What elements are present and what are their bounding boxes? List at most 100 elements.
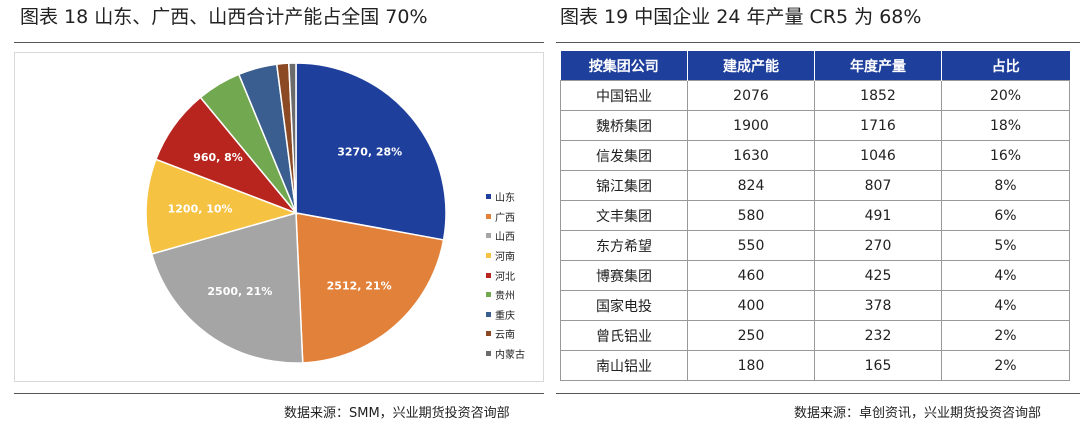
pie-data-label: 2500, 21%	[207, 285, 272, 298]
legend-swatch	[486, 331, 491, 337]
table-row: 魏桥集团 1900 1716 18%	[560, 110, 1070, 141]
pie-slice-2	[295, 212, 445, 364]
table-cell: 425	[814, 260, 942, 291]
right-bottom-rule	[556, 393, 1080, 394]
table-cell: 信发集团	[560, 140, 688, 171]
pie-chart: 3270, 28% 2512, 21% 2500, 21% 1200, 10% 960,…	[145, 62, 447, 364]
table-cell: 1852	[814, 80, 942, 111]
legend-swatch	[486, 194, 491, 200]
pie-data-label: 3270, 28%	[337, 146, 402, 159]
pie-legend: 山东广西山西河南河北贵州重庆云南内蒙古	[486, 187, 525, 363]
legend-swatch	[486, 213, 491, 219]
table-row: 曾氏铝业 250 232 2%	[560, 320, 1070, 351]
table-row: 国家电投 400 378 4%	[560, 290, 1070, 321]
table-cell: 南山铝业	[560, 350, 688, 381]
legend-item: 山东	[486, 187, 525, 207]
table-header-cell: 按集团公司	[560, 51, 688, 81]
table-cell: 国家电投	[560, 290, 688, 321]
pie-slice-1	[295, 62, 447, 241]
legend-swatch	[486, 351, 491, 357]
table-cell: 270	[814, 230, 942, 261]
pie-data-label: 2512, 21%	[327, 279, 392, 292]
table-header-cell: 占比	[941, 51, 1070, 81]
table-cell: 博赛集团	[560, 260, 688, 291]
legend-label: 山东	[495, 193, 515, 205]
table-header-cell: 建成产能	[687, 51, 815, 81]
table-cell: 魏桥集团	[560, 110, 688, 141]
legend-label: 广西	[495, 212, 515, 224]
table-cell: 1630	[687, 140, 815, 171]
legend-label: 河南	[495, 252, 515, 264]
table-cell: 曾氏铝业	[560, 320, 688, 351]
table-header-cell: 年度产量	[814, 51, 942, 81]
table-cell: 580	[687, 200, 815, 231]
table-row: 锦江集团 824 807 8%	[560, 170, 1070, 201]
pie-slice-9	[287, 62, 297, 214]
table-cell: 2076	[687, 80, 815, 111]
table-cell: 824	[687, 170, 815, 201]
table-cell: 1900	[687, 110, 815, 141]
table-row: 文丰集团 580 491 6%	[560, 200, 1070, 231]
right-top-rule	[556, 42, 1080, 43]
table-figure-title: 图表 19 中国企业 24 年产量 CR5 为 68%	[560, 6, 922, 28]
pie-figure-title: 图表 18 山东、广西、山西合计产能占全国 70%	[20, 6, 428, 28]
pie-data-label: 960, 8%	[193, 151, 243, 164]
legend-swatch	[486, 233, 491, 239]
table-cell: 1716	[814, 110, 942, 141]
table-cell: 16%	[941, 140, 1070, 171]
legend-label: 河北	[495, 271, 515, 283]
legend-label: 山西	[495, 232, 515, 244]
legend-item: 山西	[486, 226, 525, 246]
legend-item: 重庆	[486, 305, 525, 325]
legend-item: 河北	[486, 265, 525, 285]
table-cell: 东方希望	[560, 230, 688, 261]
table-row: 南山铝业 180 165 2%	[560, 350, 1070, 381]
legend-swatch	[486, 272, 491, 278]
capacity-table: 按集团公司 建成产能 年度产量 占比 中国铝业 2076 1852 20% 魏桥集团 1900 1…	[560, 51, 1070, 381]
legend-label: 重庆	[495, 310, 515, 322]
table-cell: 2%	[941, 350, 1070, 381]
table-cell: 中国铝业	[560, 80, 688, 111]
pie-source-note: 数据来源：SMM，兴业期货投资咨询部	[284, 406, 510, 421]
table-cell: 20%	[941, 80, 1070, 111]
table-cell: 378	[814, 290, 942, 321]
legend-label: 云南	[495, 330, 515, 342]
legend-item: 贵州	[486, 285, 525, 305]
legend-swatch	[486, 292, 491, 298]
pie-data-label: 1200, 10%	[168, 203, 233, 216]
table-cell: 8%	[941, 170, 1070, 201]
table-cell: 550	[687, 230, 815, 261]
legend-label: 贵州	[495, 291, 515, 303]
table-cell: 6%	[941, 200, 1070, 231]
left-bottom-rule	[14, 393, 544, 394]
table-cell: 4%	[941, 260, 1070, 291]
table-row: 博赛集团 460 425 4%	[560, 260, 1070, 291]
table-cell: 232	[814, 320, 942, 351]
legend-item: 广西	[486, 207, 525, 227]
table-cell: 400	[687, 290, 815, 321]
legend-label: 内蒙古	[495, 350, 525, 362]
table-row: 信发集团 1630 1046 16%	[560, 140, 1070, 171]
legend-item: 河南	[486, 246, 525, 266]
table-cell: 460	[687, 260, 815, 291]
table-cell: 180	[687, 350, 815, 381]
table-cell: 807	[814, 170, 942, 201]
table-row: 中国铝业 2076 1852 20%	[560, 80, 1070, 111]
table-row: 东方希望 550 270 5%	[560, 230, 1070, 261]
table-cell: 491	[814, 200, 942, 231]
table-cell: 250	[687, 320, 815, 351]
legend-swatch	[486, 253, 491, 259]
table-cell: 18%	[941, 110, 1070, 141]
table-body: 中国铝业 2076 1852 20% 魏桥集团 1900 1716 18% 信发集团 1630 10…	[560, 80, 1070, 381]
legend-item: 内蒙古	[486, 344, 525, 364]
legend-item: 云南	[486, 324, 525, 344]
table-cell: 5%	[941, 230, 1070, 261]
table-cell: 锦江集团	[560, 170, 688, 201]
left-top-rule	[14, 42, 544, 43]
table-cell: 1046	[814, 140, 942, 171]
legend-swatch	[486, 311, 491, 317]
table-cell: 4%	[941, 290, 1070, 321]
table-cell: 文丰集团	[560, 200, 688, 231]
pie-slice-4	[145, 158, 299, 255]
table-cell: 165	[814, 350, 942, 381]
